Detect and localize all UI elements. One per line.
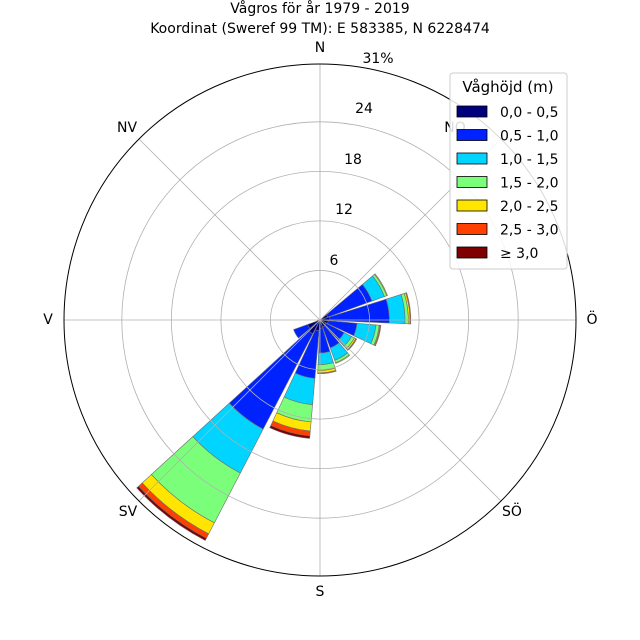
- legend-swatch-4: [456, 199, 488, 212]
- legend-frame: [449, 72, 568, 270]
- grid-spoke-7: [138, 138, 321, 321]
- outer-boundary: [63, 63, 577, 577]
- ring-label-2: 18: [344, 152, 362, 168]
- sector-2-bin-5: [374, 324, 382, 347]
- chart-title-line1: Vågros för år 1979 - 2019: [230, 0, 409, 17]
- direction-label-7: NV: [117, 120, 137, 136]
- sector-layer: [136, 273, 412, 541]
- legend-items: 0,0 - 0,5 0,5 - 1,0 1,0 - 1,5 1,5 - 2,0 2,0 …: [456, 105, 558, 262]
- direction-label-6: V: [43, 312, 53, 328]
- direction-label-4: S: [316, 584, 325, 600]
- sector-6-bin-6: [269, 425, 311, 439]
- grid-spoke-5: [138, 319, 321, 502]
- sector-3-bin-5: [346, 338, 358, 351]
- legend-swatch-5: [456, 223, 488, 235]
- outer-ring-label: 31%: [362, 51, 393, 67]
- sector-5-bin-5: [317, 370, 337, 374]
- legend-swatch-3: [456, 176, 488, 188]
- ring-label-0: 6: [330, 253, 339, 269]
- sector-8-bin-1: [293, 324, 311, 339]
- sector-7-bin-6: [136, 485, 207, 541]
- label-layer: NNOÖSÖSSVVNV612182431%: [43, 40, 597, 600]
- sector-4-bin-4: [335, 354, 351, 364]
- direction-label-3: SÖ: [502, 502, 522, 520]
- legend-swatch-6: [456, 246, 488, 259]
- ring-label-1: 12: [335, 202, 353, 218]
- legend-swatch-1: [456, 129, 488, 141]
- legend-label-4: 2,0 - 2,5: [500, 199, 558, 215]
- legend-swatch-0: [456, 105, 488, 118]
- legend: Våghöjd (m) 0,0 - 0,5 0,5 - 1,0 1,0 - 1,5 1…: [449, 72, 568, 270]
- direction-label-2: Ö: [586, 310, 597, 328]
- legend-label-3: 1,5 - 2,0: [500, 176, 558, 192]
- legend-label-5: 2,5 - 3,0: [500, 223, 558, 239]
- chart-title-line2: Koordinat (Sweref 99 TM): E 583385, N 62…: [150, 21, 490, 37]
- grid-spoke-3: [319, 319, 502, 502]
- sector-0-bin-4: [373, 273, 388, 297]
- legend-label-2: 1,0 - 1,5: [500, 152, 558, 168]
- ring-label-3: 24: [355, 101, 373, 117]
- legend-title: Våghöjd (m): [462, 78, 553, 96]
- legend-label-6: ≥ 3,0: [500, 246, 538, 262]
- legend-swatch-2: [456, 152, 488, 165]
- sector-1-bin-5: [405, 292, 412, 325]
- direction-label-0: N: [315, 40, 325, 56]
- legend-label-1: 0,5 - 1,0: [500, 129, 558, 145]
- legend-label-0: 0,0 - 0,5: [500, 105, 558, 121]
- direction-label-5: SV: [119, 504, 138, 520]
